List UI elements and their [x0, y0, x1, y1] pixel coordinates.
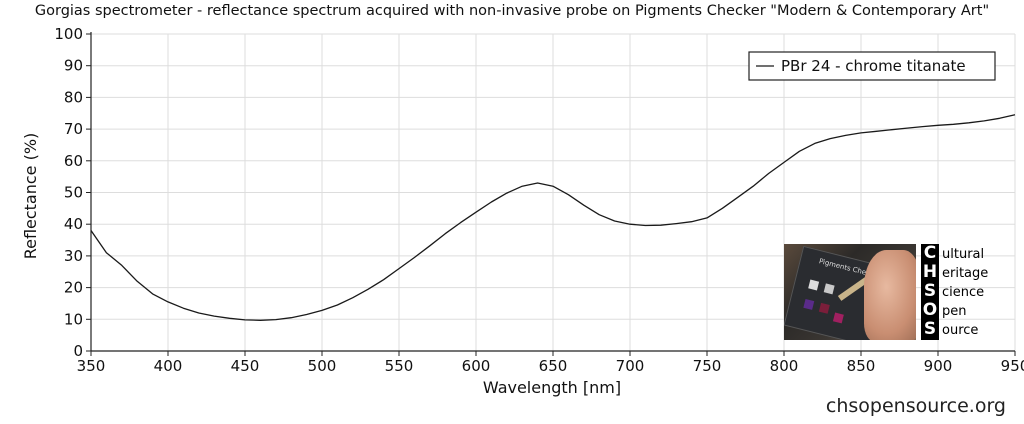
logo-word: pen: [942, 304, 967, 319]
logo-word: cience: [942, 285, 985, 300]
site-credit: chsopensource.org: [825, 395, 1006, 417]
x-tick-label: 650: [539, 357, 568, 375]
logo-word: ource: [942, 323, 979, 338]
y-tick-label: 90: [64, 57, 83, 75]
axes: [86, 32, 1016, 356]
swatch: [823, 283, 835, 295]
logo-word: eritage: [942, 266, 989, 281]
legend: PBr 24 - chrome titanate: [748, 51, 996, 81]
pigments-checker-photo: Pigments Checker: [784, 244, 916, 340]
swatch: [803, 298, 815, 310]
logo-letter: S: [923, 281, 937, 301]
y-tick-label: 10: [64, 310, 83, 328]
y-tick-label: 0: [73, 342, 83, 360]
x-tick-label: 350: [77, 357, 106, 375]
series-line: [90, 114, 1016, 321]
x-tick-label: 550: [385, 357, 414, 375]
y-tick-label: 80: [64, 88, 83, 106]
y-tick-label: 30: [64, 247, 83, 265]
legend-box: [748, 51, 996, 81]
x-tick-label: 900: [924, 357, 953, 375]
x-tick-label: 750: [693, 357, 722, 375]
tick-labels: 0 10 20 30 40 50 60 70 80 90 100 350 400 450 500 550 600…: [54, 25, 1024, 375]
chart-title: Gorgias spectrometer - reflectance spect…: [34, 3, 990, 19]
x-tick-label: 500: [308, 357, 337, 375]
y-tick-label: 40: [64, 215, 83, 233]
y-axis-label: Reflectance (%): [21, 133, 40, 260]
chsos-logo-words: ultural eritage cience pen ource: [942, 245, 988, 340]
x-axis-label: Wavelength [nm]: [483, 378, 621, 397]
x-tick-label: 400: [154, 357, 183, 375]
swatch: [818, 302, 830, 314]
legend-label: PBr 24 - chrome titanate: [781, 57, 966, 75]
x-tick-label: 700: [616, 357, 645, 375]
x-tick-label: 450: [231, 357, 260, 375]
y-tick-label: 70: [64, 120, 83, 138]
y-tick-label: 60: [64, 152, 83, 170]
logo-letter: S: [923, 319, 937, 339]
swatch: [832, 312, 844, 324]
y-tick-label: 20: [64, 279, 83, 297]
chsos-logo-letters: C H S O S: [921, 244, 939, 340]
logo-word: ultural: [942, 247, 985, 262]
x-tick-label: 800: [770, 357, 799, 375]
y-tick-label: 100: [54, 25, 83, 43]
x-tick-label: 950: [1001, 357, 1024, 375]
logo-letter: H: [922, 262, 938, 282]
logo-letter: O: [922, 300, 938, 320]
swatch: [808, 279, 820, 291]
x-tick-label: 600: [462, 357, 491, 375]
hand: [864, 250, 916, 340]
x-tick-label: 850: [847, 357, 876, 375]
logo-letter: C: [923, 243, 937, 263]
y-tick-label: 50: [64, 184, 83, 202]
series-lines: [90, 114, 1016, 321]
